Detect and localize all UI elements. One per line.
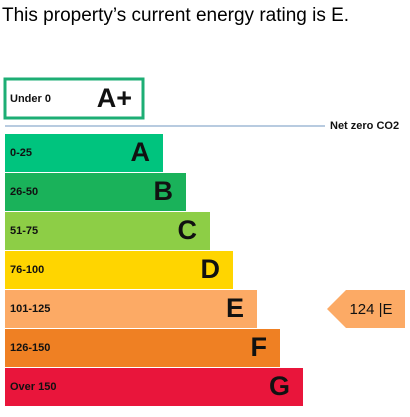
band-bar — [5, 134, 163, 172]
net-zero-label: Net zero CO2 — [330, 120, 399, 132]
band-bar — [5, 251, 233, 289]
band-bar — [5, 212, 210, 250]
band-letter: G — [269, 371, 290, 401]
band-range: Over 150 — [10, 381, 56, 393]
band-letter: F — [251, 332, 268, 362]
band-range: 126-150 — [10, 342, 50, 354]
band-bar — [5, 329, 280, 367]
band-range: 0-25 — [10, 147, 32, 159]
current-rating-text: 124 |E — [349, 301, 392, 318]
band-range: 26-50 — [10, 186, 38, 198]
band-bar — [5, 368, 303, 406]
band-bar — [5, 290, 257, 328]
band-letter: C — [178, 215, 198, 245]
band-letter: A — [131, 137, 151, 167]
top-band-letter: A+ — [97, 83, 132, 113]
top-band-range: Under 0 — [10, 93, 51, 105]
band-letter: B — [154, 176, 174, 206]
top-band-box — [3, 77, 145, 120]
title: This property’s current energy rating is… — [2, 5, 349, 26]
band-range: 101-125 — [10, 303, 50, 315]
current-rating-arrow — [327, 290, 405, 328]
band-range: 76-100 — [10, 264, 44, 276]
band-letter: D — [201, 254, 221, 284]
band-range: 51-75 — [10, 225, 38, 237]
band-bar — [5, 173, 186, 211]
band-letter: E — [226, 293, 244, 323]
